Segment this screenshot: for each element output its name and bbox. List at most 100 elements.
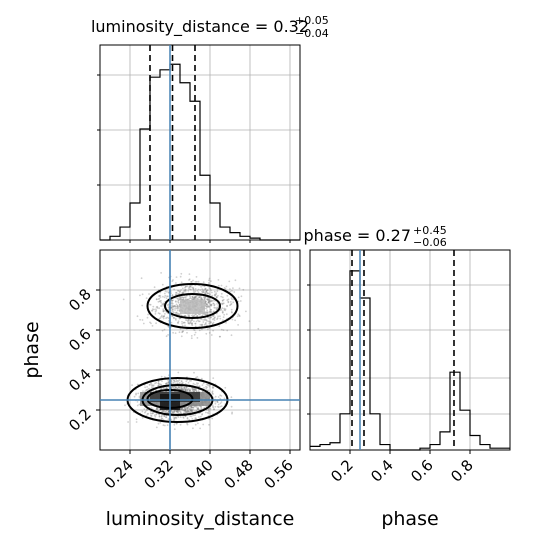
sample-point	[172, 387, 175, 389]
sample-point	[186, 409, 189, 412]
sample-point	[214, 400, 217, 403]
sample-point	[220, 292, 223, 295]
sample-point	[193, 329, 196, 332]
sample-point	[182, 408, 185, 411]
sample-point	[181, 382, 183, 385]
sample-point	[163, 296, 166, 299]
sample-point	[193, 388, 196, 391]
sample-point	[167, 325, 170, 328]
sample-point	[175, 307, 178, 310]
luminosity-distance-title-minus: −0.04	[295, 27, 329, 40]
sample-point	[201, 324, 203, 327]
sample-point	[210, 289, 213, 292]
sample-point	[230, 334, 233, 337]
sample-point	[162, 308, 165, 311]
sample-point	[176, 307, 179, 310]
sample-point	[180, 289, 183, 291]
sample-point	[209, 321, 212, 324]
sample-point	[181, 291, 184, 294]
sample-point	[152, 384, 155, 387]
sample-point	[211, 294, 214, 297]
sample-point	[186, 410, 188, 413]
x-axis-label-luminosity-distance: luminosity_distance	[106, 508, 295, 530]
sample-point	[162, 310, 165, 313]
sample-point	[226, 305, 228, 308]
sample-point	[189, 285, 191, 287]
sample-point	[192, 414, 195, 417]
sample-point	[176, 313, 179, 315]
sample-point	[179, 290, 182, 293]
sample-point	[158, 312, 161, 315]
sample-point	[175, 291, 178, 294]
sample-point	[217, 284, 220, 287]
sample-point	[177, 386, 180, 389]
sample-point	[180, 408, 182, 410]
sample-point	[186, 390, 189, 393]
sample-point	[219, 397, 222, 400]
sample-point	[238, 287, 241, 290]
sample-point	[141, 304, 144, 307]
sample-point	[172, 279, 174, 281]
sample-point	[177, 409, 180, 412]
sample-point	[202, 289, 204, 292]
sample-point	[155, 309, 158, 312]
sample-point	[157, 384, 160, 387]
sample-point	[173, 410, 176, 413]
sample-point	[213, 408, 215, 411]
sample-point	[173, 379, 175, 382]
sample-point	[189, 389, 192, 392]
sample-point	[187, 410, 189, 413]
sample-point	[197, 407, 199, 410]
sample-point	[153, 286, 156, 289]
sample-point	[173, 417, 176, 420]
sample-point	[193, 291, 196, 294]
sample-point	[155, 413, 158, 415]
sample-point	[195, 295, 198, 298]
sample-point	[146, 413, 149, 415]
sample-point	[194, 414, 197, 416]
sample-point	[212, 315, 215, 317]
sample-point	[175, 378, 178, 381]
sample-point	[200, 407, 203, 410]
sample-point	[211, 291, 213, 294]
sample-point	[210, 311, 213, 314]
sample-point	[237, 296, 240, 299]
sample-point	[180, 380, 183, 383]
sample-point	[173, 428, 176, 431]
sample-point	[212, 393, 214, 395]
sample-point	[192, 427, 194, 430]
sample-point	[212, 302, 215, 305]
sample-point	[180, 298, 183, 300]
sample-point	[172, 381, 175, 384]
sample-point	[155, 306, 158, 308]
sample-point	[193, 298, 196, 301]
sample-point	[122, 298, 125, 301]
sample-point	[184, 409, 187, 412]
sample-point	[216, 318, 219, 321]
sample-point	[177, 322, 180, 324]
sample-point	[163, 315, 166, 317]
sample-point	[182, 388, 185, 391]
sample-point	[211, 391, 214, 394]
sample-point	[198, 416, 200, 418]
sample-point	[173, 386, 175, 388]
sample-point	[170, 418, 173, 421]
sample-point	[179, 407, 182, 410]
sample-point	[203, 297, 206, 300]
sample-point	[179, 275, 182, 278]
sample-point	[208, 299, 211, 302]
sample-point	[220, 302, 223, 305]
sample-point	[189, 320, 192, 323]
sample-point	[173, 316, 175, 319]
sample-point	[177, 293, 180, 295]
sample-point	[167, 379, 170, 382]
sample-point	[190, 288, 192, 291]
sample-point	[165, 387, 168, 390]
sample-point	[191, 406, 194, 409]
sample-point	[208, 300, 211, 303]
sample-point	[214, 293, 216, 296]
sample-point	[204, 319, 206, 321]
sample-point	[175, 416, 178, 419]
sample-point	[200, 298, 202, 300]
sample-point	[176, 305, 179, 307]
